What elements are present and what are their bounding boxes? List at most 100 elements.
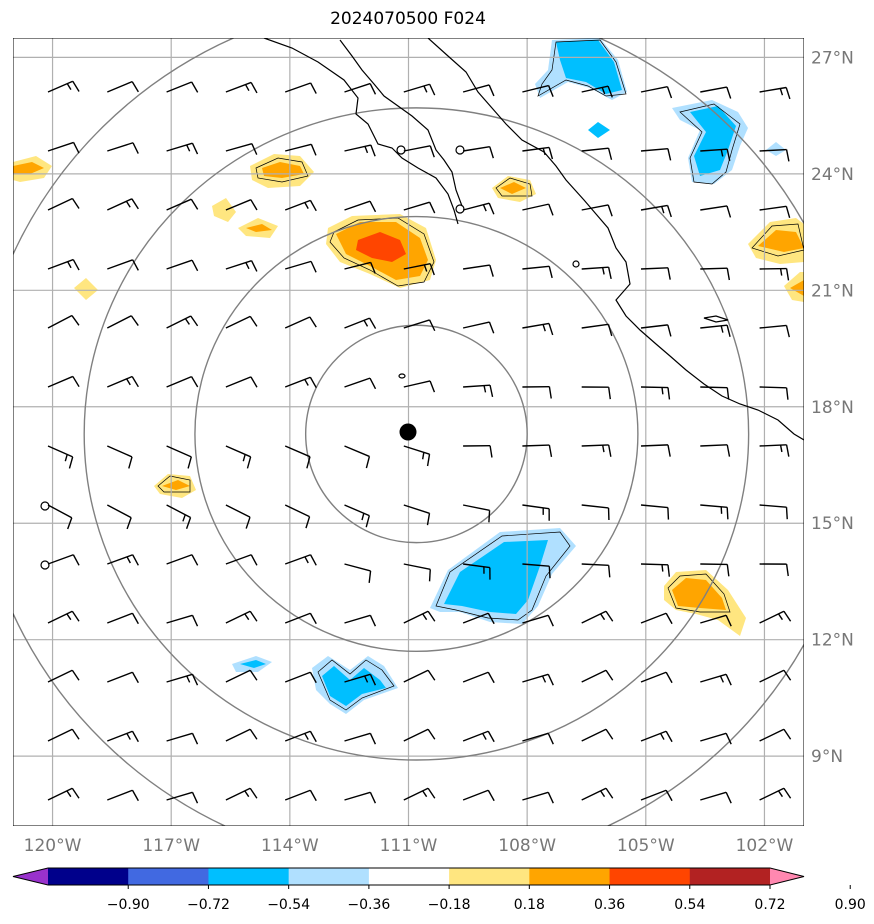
- wind-barb: [640, 267, 671, 280]
- wind-barb: [285, 260, 317, 273]
- island: [40, 560, 50, 570]
- shade-region: [212, 198, 236, 222]
- wind-barb: [284, 504, 311, 529]
- lat-tick-label: 27°N: [811, 48, 854, 68]
- wind-barb: [107, 612, 139, 625]
- wind-barb: [462, 321, 495, 334]
- wind-barb: [166, 504, 192, 530]
- gulf-coast-baja: [339, 39, 463, 207]
- wind-barb: [166, 376, 199, 388]
- wind-barb: [107, 554, 139, 566]
- wind-barb: [225, 610, 258, 624]
- lon-tick-label: 117°W: [142, 836, 200, 856]
- island: [398, 373, 406, 379]
- wind-barb: [344, 261, 376, 274]
- wind-barb: [759, 787, 792, 801]
- wind-barb: [700, 851, 731, 862]
- lat-tick-label: 24°N: [811, 165, 854, 185]
- wind-barb: [462, 789, 495, 802]
- wind-barb: [759, 86, 791, 100]
- colorbar-outline: [12, 867, 805, 886]
- wind-barb: [700, 673, 732, 686]
- colorbar-tick-label: 0.36: [594, 897, 625, 913]
- lat-tick-label: 21°N: [811, 281, 854, 301]
- wind-barb: [640, 444, 671, 457]
- wind-barb: [47, 314, 80, 329]
- wind-barb: [403, 728, 436, 742]
- colorbar: −0.90 −0.72 −0.54 −0.36 −0.18 0.18 0.36 0.54 0.7…: [12, 867, 866, 913]
- colorbar-tick-label: −0.54: [267, 897, 310, 913]
- wind-barb: [581, 323, 613, 337]
- wind-barb: [700, 791, 732, 804]
- wind-barb: [47, 375, 80, 388]
- contour-line: [537, 39, 627, 97]
- wind-barb: [640, 789, 673, 802]
- wind-barb: [462, 84, 495, 97]
- lon-tick-label: 120°W: [24, 836, 82, 856]
- wind-barb: [640, 204, 672, 218]
- wind-barb: [462, 264, 494, 277]
- contour-line: [435, 531, 571, 621]
- wind-barb: [522, 146, 554, 160]
- wind-barb: [819, 88, 849, 99]
- wind-barb: [225, 504, 251, 529]
- wind-barb: [107, 198, 139, 211]
- colorbar-tick-label: −0.18: [428, 897, 471, 913]
- wind-barb: [700, 614, 732, 627]
- wind-barb: [581, 669, 614, 683]
- shade-region: [13, 156, 52, 182]
- wind-barb: [284, 316, 317, 329]
- wind-barb: [47, 787, 80, 801]
- wind-barb: [403, 610, 436, 624]
- shade-region: [430, 528, 576, 624]
- range-ring: [83, 107, 750, 761]
- wind-barb: [284, 612, 317, 625]
- colorbar-extend-high: [770, 868, 804, 885]
- wind-barb: [225, 143, 258, 155]
- wind-barb: [819, 564, 848, 576]
- wind-barb: [581, 563, 611, 578]
- wind-barb: [344, 504, 370, 528]
- wind-barb: [640, 504, 670, 520]
- wind-barb: [285, 143, 317, 156]
- wind-barb: [700, 324, 731, 338]
- wind-barb: [403, 669, 436, 683]
- wind-barb: [522, 791, 554, 804]
- wind-barb: [47, 80, 80, 93]
- wind-barb: [581, 266, 612, 280]
- wind-barb: [344, 445, 371, 469]
- colorbar-tick-label: 0.18: [514, 897, 545, 913]
- range-ring: [304, 324, 528, 544]
- wind-barb: [759, 444, 790, 457]
- wind-barb: [581, 85, 613, 98]
- colorbar-segment: [128, 868, 209, 885]
- colorbar-segment: [609, 868, 691, 885]
- latitude-labels: 27°N 24°N 21°N 18°N 15°N 12°N 9°N: [811, 48, 854, 767]
- wind-barb: [284, 789, 317, 802]
- wind-barb: [47, 445, 74, 469]
- wind-barb: [522, 203, 554, 216]
- plot-area: [13, 38, 850, 862]
- wind-barb: [819, 207, 849, 219]
- lat-tick-label: 15°N: [811, 514, 854, 534]
- wind-barb: [640, 730, 673, 743]
- wind-barb: [462, 504, 491, 523]
- wind-barb: [522, 84, 554, 97]
- contour-line: [751, 223, 804, 257]
- wind-barb: [581, 728, 614, 742]
- wind-barb: [640, 148, 672, 161]
- lon-tick-label: 105°W: [617, 836, 675, 856]
- wind-barb: [819, 731, 850, 741]
- wind-barb: [759, 386, 789, 400]
- wind-barb: [819, 150, 848, 162]
- wind-barb: [284, 199, 317, 212]
- wind-barb: [284, 445, 311, 469]
- wind-barb: [166, 259, 199, 272]
- wind-barb: [700, 205, 732, 218]
- wind-barb: [462, 671, 495, 684]
- wind-barb: [640, 671, 673, 684]
- wind-barb: [581, 787, 614, 801]
- wind-barb: [225, 554, 258, 566]
- wind-barb: [522, 732, 554, 745]
- wind-barb: [106, 315, 139, 329]
